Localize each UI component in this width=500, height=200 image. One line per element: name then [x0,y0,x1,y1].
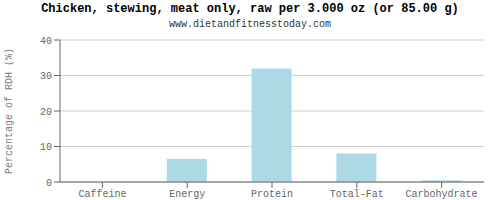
svg-text:10: 10 [40,142,52,153]
svg-text:30: 30 [40,71,52,82]
svg-text:0: 0 [46,178,52,189]
svg-text:20: 20 [40,107,52,118]
html-text:Chicken, stewing, meat only, r: Chicken, stewing, meat only, raw per 3.0… [41,2,459,16]
html-text:www.dietandfitnesstoday.com: www.dietandfitnesstoday.com [169,19,331,30]
svg-text:Total-Fat: Total-Fat [330,189,384,200]
svg-text:Protein: Protein [251,189,293,200]
svg-text:Percentage of RDH (%): Percentage of RDH (%) [8,48,15,174]
svg-text:40: 40 [40,36,52,47]
svg-text:Energy: Energy [169,189,205,200]
svg-text:Carbohydrate: Carbohydrate [406,189,478,200]
svg-text:Caffeine: Caffeine [78,189,126,200]
